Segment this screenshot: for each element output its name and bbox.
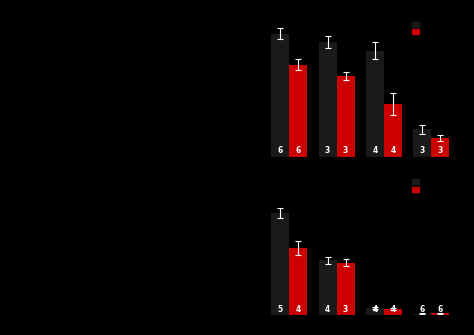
Text: C: C bbox=[5, 10, 15, 24]
Legend: WT, BubR1ᵖʳᵒ: WT, BubR1ᵖʳᵒ bbox=[410, 20, 456, 37]
Bar bbox=[319, 260, 337, 315]
Bar bbox=[271, 34, 289, 157]
Text: White matter of spinal cord: White matter of spinal cord bbox=[14, 181, 129, 190]
Text: F: F bbox=[254, 168, 263, 182]
Text: 6: 6 bbox=[419, 306, 425, 314]
Text: *: * bbox=[382, 17, 386, 27]
Text: 2 week: 2 week bbox=[76, 36, 99, 41]
Text: 4: 4 bbox=[372, 306, 378, 314]
Text: D: D bbox=[254, 17, 265, 31]
Text: *: * bbox=[287, 3, 292, 13]
Legend: WT, BubR1ᵖʳᵒ: WT, BubR1ᵖʳᵒ bbox=[410, 178, 456, 194]
Bar bbox=[384, 309, 402, 315]
Text: 3: 3 bbox=[419, 146, 425, 155]
Text: 3: 3 bbox=[325, 146, 330, 155]
Y-axis label: Density of Olig2⁺MCM2⁺
cells (×1,000/mm³): Density of Olig2⁺MCM2⁺ cells (×1,000/mm³… bbox=[218, 32, 237, 142]
Text: ns: ns bbox=[379, 289, 389, 298]
Y-axis label: Density of Olig2⁺MCM2⁺
cells (×1,000/mm³): Density of Olig2⁺MCM2⁺ cells (×1,000/mm³… bbox=[213, 190, 232, 299]
Bar bbox=[337, 76, 355, 157]
Bar bbox=[413, 129, 431, 157]
Text: 6: 6 bbox=[277, 146, 283, 155]
Bar bbox=[384, 104, 402, 157]
Bar bbox=[319, 42, 337, 157]
Bar bbox=[366, 51, 384, 157]
Text: 4: 4 bbox=[390, 306, 396, 314]
Text: 4: 4 bbox=[372, 146, 378, 155]
Text: 1 week: 1 week bbox=[22, 36, 45, 41]
Text: 4: 4 bbox=[390, 146, 396, 155]
Text: ns: ns bbox=[427, 296, 436, 305]
Bar bbox=[289, 65, 307, 157]
Text: 3: 3 bbox=[438, 146, 443, 155]
Text: 5: 5 bbox=[278, 306, 283, 314]
Text: 6: 6 bbox=[438, 306, 443, 314]
Bar bbox=[271, 213, 289, 315]
Text: **: ** bbox=[285, 180, 293, 189]
Text: ns: ns bbox=[332, 240, 341, 249]
Bar bbox=[431, 138, 449, 157]
Text: 4: 4 bbox=[325, 306, 330, 314]
Bar bbox=[413, 314, 431, 315]
Text: WT: WT bbox=[14, 57, 25, 63]
Bar bbox=[337, 263, 355, 315]
Text: E: E bbox=[5, 168, 14, 182]
Bar bbox=[289, 248, 307, 315]
Bar bbox=[431, 314, 449, 315]
Text: 6: 6 bbox=[295, 146, 301, 155]
Text: $BubR1^{PH}$: $BubR1^{PH}$ bbox=[14, 85, 46, 96]
Text: *: * bbox=[334, 12, 339, 22]
Bar bbox=[366, 308, 384, 315]
Text: 8 week: 8 week bbox=[185, 36, 208, 41]
Text: 3: 3 bbox=[343, 146, 348, 155]
Text: *: * bbox=[417, 9, 421, 19]
Text: 3: 3 bbox=[343, 306, 348, 314]
Text: Corpus callosum: Corpus callosum bbox=[14, 23, 84, 32]
Text: 4: 4 bbox=[295, 306, 301, 314]
Text: 4 week: 4 week bbox=[131, 36, 154, 41]
